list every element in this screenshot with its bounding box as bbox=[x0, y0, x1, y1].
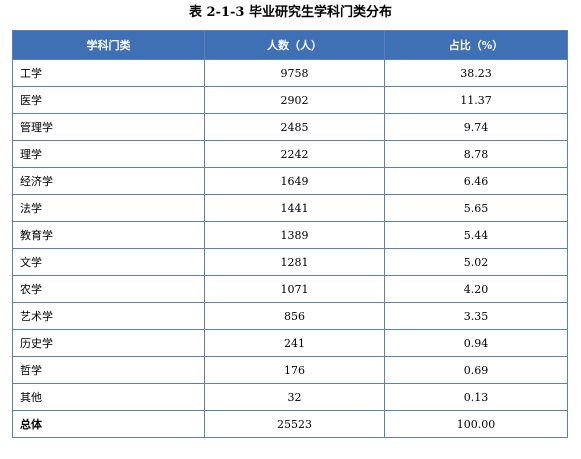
table-row: 农学 1071 4.20 bbox=[12, 275, 568, 303]
count-cell: 241 bbox=[204, 329, 385, 357]
category-cell: 哲学 bbox=[12, 356, 205, 384]
percent-cell: 9.74 bbox=[384, 113, 568, 141]
category-cell: 管理学 bbox=[12, 113, 205, 141]
percent-cell: 0.94 bbox=[384, 329, 568, 357]
percent-cell: 38.23 bbox=[384, 59, 568, 87]
count-cell: 9758 bbox=[204, 59, 385, 87]
count-cell: 2902 bbox=[204, 86, 385, 114]
table-row: 医学 2902 11.37 bbox=[12, 86, 568, 114]
percent-cell: 0.13 bbox=[384, 383, 568, 411]
table-caption: 表 2-1-3 毕业研究生学科门类分布 bbox=[189, 5, 392, 20]
percent-cell: 5.44 bbox=[384, 221, 568, 249]
percent-cell: 8.78 bbox=[384, 140, 568, 168]
category-cell: 医学 bbox=[12, 86, 205, 114]
percent-cell: 5.65 bbox=[384, 194, 568, 222]
table-row: 文学 1281 5.02 bbox=[12, 248, 568, 276]
table-row: 经济学 1649 6.46 bbox=[12, 167, 568, 195]
count-cell: 1071 bbox=[204, 275, 385, 303]
count-cell: 1281 bbox=[204, 248, 385, 276]
category-cell: 理学 bbox=[12, 140, 205, 168]
total-row: 总体 25523 100.00 bbox=[12, 410, 568, 438]
percent-cell: 4.20 bbox=[384, 275, 568, 303]
category-cell: 历史学 bbox=[12, 329, 205, 357]
category-cell: 法学 bbox=[12, 194, 205, 222]
percent-cell: 5.02 bbox=[384, 248, 568, 276]
percent-cell: 0.69 bbox=[384, 356, 568, 384]
table-row: 管理学 2485 9.74 bbox=[12, 113, 568, 141]
table-row: 哲学 176 0.69 bbox=[12, 356, 568, 384]
header-row: 学科门类 人数（人） 占比（%） bbox=[12, 30, 568, 60]
table-row: 教育学 1389 5.44 bbox=[12, 221, 568, 249]
count-cell: 2242 bbox=[204, 140, 385, 168]
table-row: 法学 1441 5.65 bbox=[12, 194, 568, 222]
count-cell: 176 bbox=[204, 356, 385, 384]
count-cell: 2485 bbox=[204, 113, 385, 141]
category-cell: 文学 bbox=[12, 248, 205, 276]
table-row: 理学 2242 8.78 bbox=[12, 140, 568, 168]
count-cell: 856 bbox=[204, 302, 385, 330]
category-cell: 教育学 bbox=[12, 221, 205, 249]
count-cell: 1441 bbox=[204, 194, 385, 222]
column-header-percent: 占比（%） bbox=[384, 30, 568, 60]
total-category-cell: 总体 bbox=[12, 410, 205, 438]
column-header-count: 人数（人） bbox=[204, 30, 385, 60]
table-row: 历史学 241 0.94 bbox=[12, 329, 568, 357]
discipline-distribution-table: 学科门类 人数（人） 占比（%） 工学 9758 38.23 医学 2902 1… bbox=[12, 30, 568, 438]
category-cell: 其他 bbox=[12, 383, 205, 411]
table-row: 艺术学 856 3.35 bbox=[12, 302, 568, 330]
percent-cell: 3.35 bbox=[384, 302, 568, 330]
count-cell: 1389 bbox=[204, 221, 385, 249]
table-row: 其他 32 0.13 bbox=[12, 383, 568, 411]
total-percent-cell: 100.00 bbox=[384, 410, 568, 438]
column-header-category: 学科门类 bbox=[12, 30, 205, 60]
category-cell: 农学 bbox=[12, 275, 205, 303]
percent-cell: 6.46 bbox=[384, 167, 568, 195]
count-cell: 1649 bbox=[204, 167, 385, 195]
total-count-cell: 25523 bbox=[204, 410, 385, 438]
category-cell: 艺术学 bbox=[12, 302, 205, 330]
category-cell: 工学 bbox=[12, 59, 205, 87]
count-cell: 32 bbox=[204, 383, 385, 411]
percent-cell: 11.37 bbox=[384, 86, 568, 114]
table-row: 工学 9758 38.23 bbox=[12, 59, 568, 87]
category-cell: 经济学 bbox=[12, 167, 205, 195]
